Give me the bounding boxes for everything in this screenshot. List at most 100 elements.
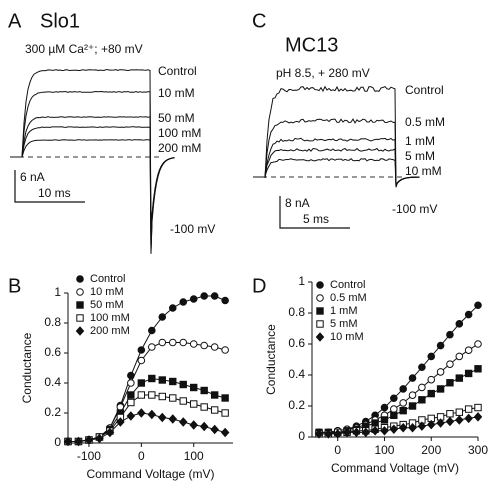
marker (316, 281, 324, 289)
y-tick-label: 0 (298, 429, 305, 443)
marker (455, 352, 464, 361)
marker (158, 313, 167, 321)
marker (200, 292, 208, 300)
legend-label: 10 mM (90, 286, 124, 298)
fit-line (68, 394, 226, 442)
marker (137, 379, 146, 387)
marker (210, 292, 219, 300)
marker (399, 385, 407, 393)
marker (210, 391, 219, 399)
marker (221, 394, 229, 402)
marker (189, 420, 198, 430)
marker (464, 310, 473, 319)
marker (127, 379, 135, 387)
marker (179, 397, 187, 405)
trace-label: 5 mM (405, 149, 435, 163)
fit-line (319, 343, 479, 433)
annotation: -100 mV (170, 222, 215, 236)
legend-label: 100 mM (90, 312, 130, 324)
current-trace (253, 118, 420, 187)
marker (190, 400, 198, 408)
marker (399, 406, 407, 415)
y-tick-label: 0.4 (288, 367, 305, 381)
marker (418, 396, 426, 404)
marker (389, 424, 399, 434)
legend-label: 200 mM (90, 325, 130, 337)
marker (221, 409, 229, 417)
marker (370, 426, 380, 436)
marker (116, 417, 125, 427)
marker (436, 368, 445, 376)
annotation: -100 mV (392, 202, 437, 216)
current-trace (253, 147, 420, 188)
marker (158, 376, 166, 384)
marker (464, 405, 473, 413)
y-tick-label: 0.8 (288, 305, 305, 319)
marker (418, 363, 426, 372)
scale-label: 8 nA (285, 196, 310, 210)
current-trace (10, 139, 175, 254)
y-tick-label: 0.4 (44, 375, 61, 389)
marker (316, 320, 324, 328)
marker (169, 377, 177, 386)
marker (315, 332, 325, 342)
marker (76, 301, 84, 309)
marker (76, 275, 84, 283)
marker (137, 356, 146, 365)
trace-label: Control (158, 64, 197, 78)
legend-label: 50 mM (90, 299, 124, 311)
marker (190, 383, 198, 392)
marker (148, 391, 156, 399)
marker (408, 374, 417, 382)
marker (408, 402, 417, 410)
x-axis-label: Command Voltage (mV) (86, 467, 214, 481)
marker (316, 294, 324, 302)
marker (464, 369, 473, 378)
marker (199, 421, 209, 432)
marker (316, 307, 324, 315)
marker (398, 422, 408, 433)
marker (436, 341, 445, 350)
marker (390, 394, 398, 403)
marker (95, 433, 104, 444)
trace-label: 1 mM (405, 134, 435, 148)
marker (455, 320, 464, 328)
trace-label: 10 mM (158, 86, 195, 100)
marker (436, 418, 445, 428)
marker (314, 429, 324, 439)
marker (221, 346, 229, 354)
marker (148, 343, 156, 351)
marker (168, 338, 177, 347)
trace-label: 0.5 mM (405, 115, 445, 129)
x-tick-label: 200 (421, 443, 441, 457)
marker (168, 414, 178, 424)
marker (126, 411, 136, 421)
marker (371, 419, 379, 427)
marker (169, 394, 177, 402)
trace-label: 50 mM (158, 111, 195, 125)
marker (408, 422, 417, 433)
marker (380, 426, 389, 436)
marker (474, 403, 482, 412)
marker (455, 415, 464, 425)
panel-letter: D (252, 275, 266, 297)
marker (427, 389, 435, 398)
marker (200, 403, 208, 411)
chart-title: MC13 (285, 34, 338, 56)
marker (179, 298, 188, 306)
fit-line (319, 368, 479, 433)
x-tick-label: 100 (184, 449, 204, 463)
current-trace (253, 137, 420, 187)
marker (333, 429, 342, 439)
x-axis-label: Command Voltage (mV) (331, 461, 459, 475)
marker (75, 326, 85, 336)
fit-line (68, 412, 226, 442)
marker (380, 403, 389, 412)
marker (220, 427, 230, 438)
marker (158, 338, 167, 347)
marker (418, 383, 426, 392)
marker (210, 406, 219, 414)
x-tick-label: 0 (138, 449, 145, 463)
scale-label: 5 ms (303, 212, 329, 226)
marker (179, 338, 188, 347)
